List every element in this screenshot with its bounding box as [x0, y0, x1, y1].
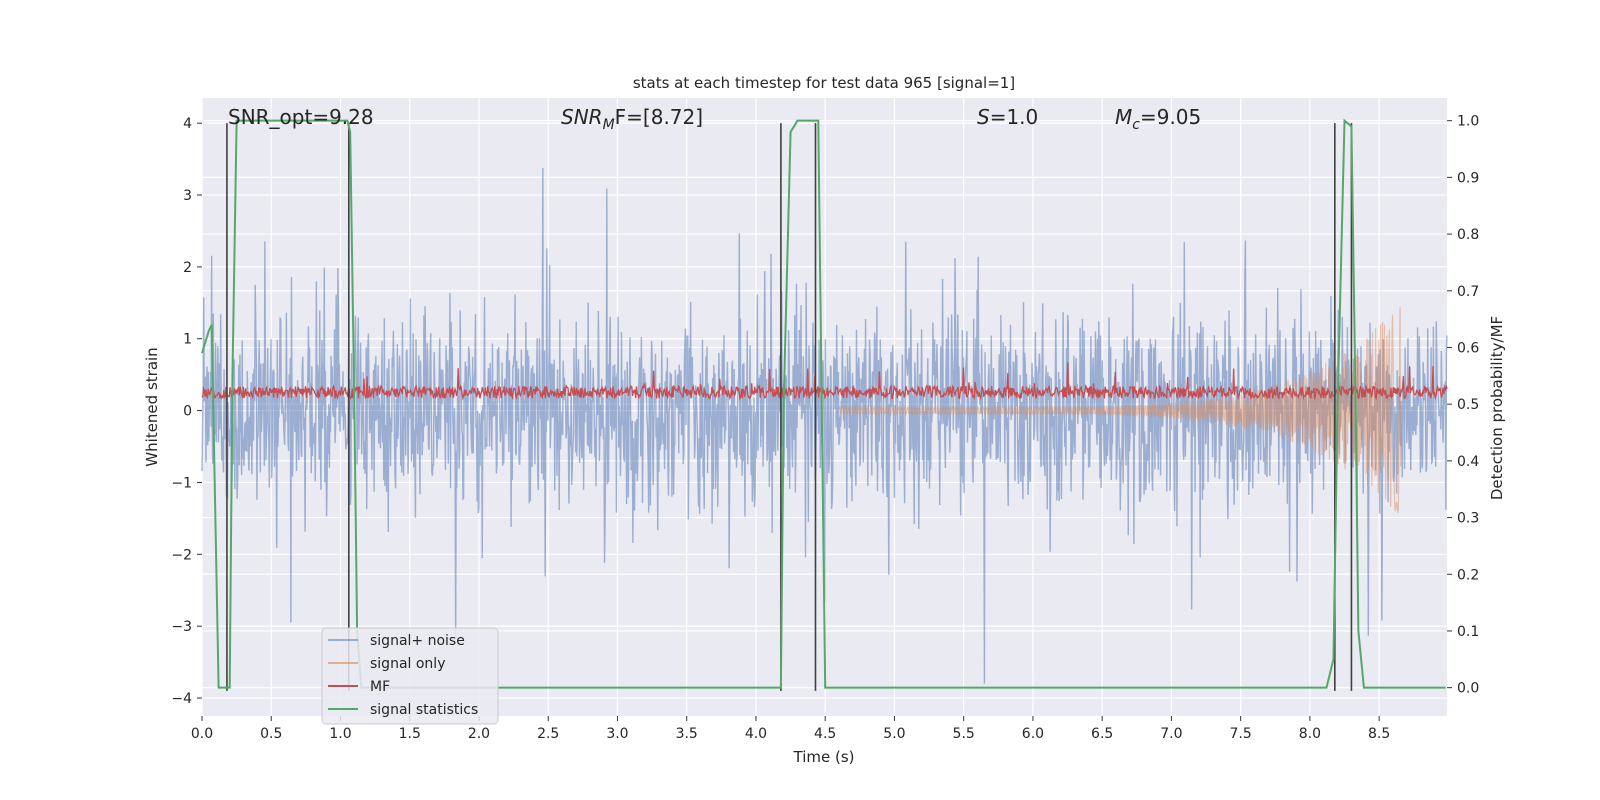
series-signal-statistics — [201, 118, 1446, 689]
x-tick-label: 3.5 — [676, 726, 698, 742]
legend-item-signal-noise: signal+ noise — [328, 633, 465, 649]
y-tick-label: 4 — [183, 116, 192, 132]
x-tick-label: 7.0 — [1160, 726, 1182, 742]
y2-tick-label: 0.8 — [1457, 227, 1479, 243]
y-tick-label: −4 — [171, 691, 192, 707]
y-tick-label: 0 — [183, 404, 192, 420]
series-signal-only — [838, 307, 1402, 514]
x-tick-label: 8.5 — [1368, 726, 1390, 742]
x-tick-label: 5.0 — [883, 726, 905, 742]
x-tick-label: 6.0 — [1022, 726, 1044, 742]
y2-axis-label: Detection probability/MF — [1488, 316, 1506, 500]
y2-tick-label: 0.2 — [1457, 567, 1479, 583]
y-tick-label: 1 — [183, 332, 192, 348]
y2-tick-label: 0.3 — [1457, 511, 1479, 527]
annotation-snr-mf: SNRMF=[8.72] — [561, 105, 703, 133]
x-tick-label: 2.5 — [537, 726, 559, 742]
legend-label-signal-only: signal only — [370, 656, 445, 672]
y2-tick-label: 0.6 — [1457, 340, 1479, 356]
y2-tick-label: 1.0 — [1457, 114, 1479, 130]
legend-label-signal-statistics: signal statistics — [370, 702, 478, 718]
x-tick-label: 4.5 — [814, 726, 836, 742]
x-tick-label: 7.5 — [1230, 726, 1252, 742]
y-tick-label: −1 — [171, 475, 192, 491]
legend-item-signal-statistics: signal statistics — [328, 702, 478, 718]
y-tick-label: −2 — [171, 547, 192, 563]
chart-title: stats at each timestep for test data 965… — [633, 74, 1015, 92]
y2-tick-label: 0.9 — [1457, 170, 1479, 186]
y2-tick-label: 0.1 — [1457, 624, 1479, 640]
y2-tick-label: 0.0 — [1457, 681, 1479, 697]
legend: signal+ noise signal only MF signal stat… — [321, 627, 499, 725]
x-tick-label: 0.5 — [260, 726, 282, 742]
x-axis-label: Time (s) — [793, 748, 855, 766]
series-mf — [201, 362, 1448, 401]
legend-label-signal-noise: signal+ noise — [370, 633, 465, 649]
x-tick-label: 3.0 — [606, 726, 628, 742]
legend-item-signal-only: signal only — [328, 656, 445, 672]
legend-item-mf: MF — [328, 679, 390, 695]
x-tick-label: 6.5 — [1091, 726, 1113, 742]
y-tick-label: 3 — [183, 188, 192, 204]
annotation-snr-opt: SNR_opt=9.28 — [228, 105, 374, 129]
legend-box — [321, 627, 499, 725]
x-tick-label: 1.0 — [329, 726, 351, 742]
data-layer — [201, 118, 1448, 691]
x-tick-label: 4.0 — [745, 726, 767, 742]
x-tick-label: 8.0 — [1299, 726, 1321, 742]
y-tick-label: −3 — [171, 619, 192, 635]
y2-tick-label: 0.7 — [1457, 284, 1479, 300]
x-tick-label: 1.5 — [399, 726, 421, 742]
x-tick-label: 5.5 — [953, 726, 975, 742]
ticks: 0.0 0.5 1.0 1.5 2.0 2.5 3.0 3.5 4.0 4.5 5.0 5.5 6.0 6… — [171, 114, 1479, 742]
annotation-s: S=1.0 — [977, 105, 1038, 129]
annotation-mc: Mc=9.05 — [1115, 105, 1201, 133]
x-tick-label: 2.0 — [468, 726, 490, 742]
series-signal-noise — [201, 168, 1448, 684]
y2-tick-label: 0.4 — [1457, 454, 1479, 470]
y-tick-label: 2 — [183, 260, 192, 276]
x-tick-label: 0.0 — [191, 726, 213, 742]
legend-label-mf: MF — [370, 679, 390, 695]
y2-tick-label: 0.5 — [1457, 397, 1479, 413]
y-axis-label: Whitened strain — [143, 347, 161, 466]
